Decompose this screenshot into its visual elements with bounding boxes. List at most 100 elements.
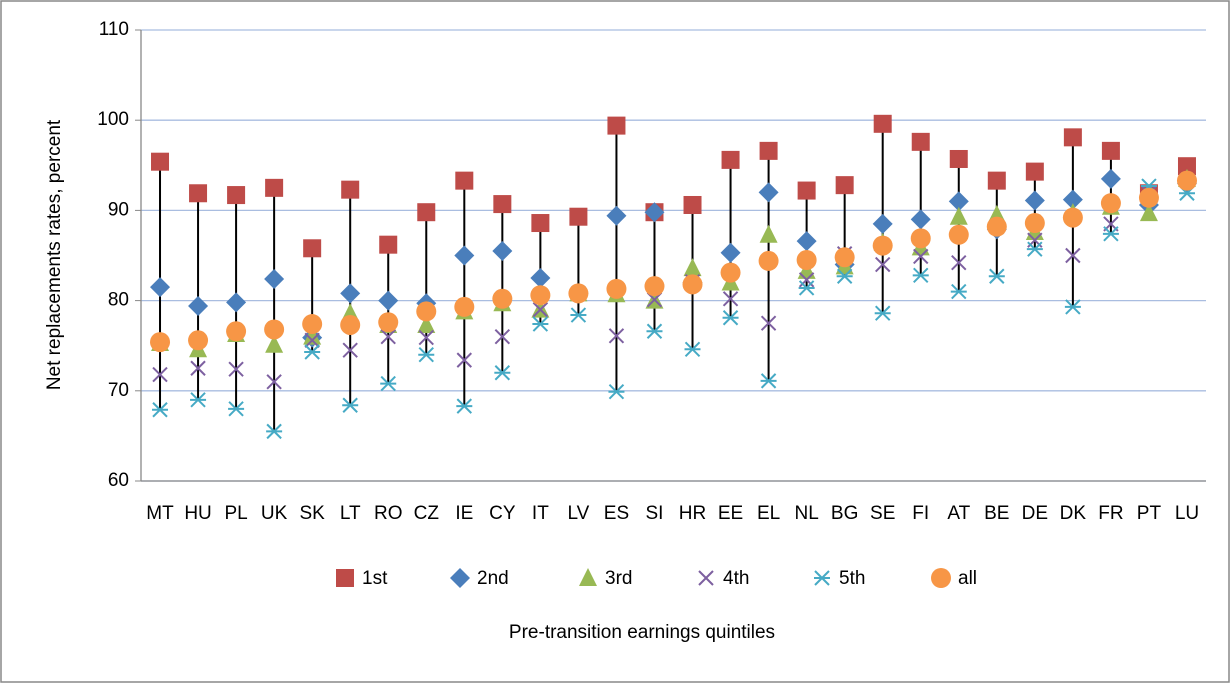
data-point <box>492 288 513 309</box>
data-point <box>606 278 627 299</box>
legend-label: all <box>958 568 977 589</box>
data-point <box>1062 189 1083 210</box>
data-point <box>228 401 245 417</box>
data-point <box>758 182 779 203</box>
data-point <box>456 398 473 414</box>
legend-marker <box>579 568 597 586</box>
data-point <box>836 268 853 284</box>
x-tick-label: FI <box>912 503 929 524</box>
legend-marker <box>450 568 470 588</box>
data-point <box>340 283 361 304</box>
data-point <box>1102 226 1119 242</box>
data-point <box>1024 213 1045 234</box>
x-tick-label: EL <box>757 503 780 524</box>
data-point <box>264 319 285 340</box>
x-tick-label: BG <box>831 503 858 524</box>
data-point <box>1025 162 1044 181</box>
marker-stroke <box>266 374 282 390</box>
data-point <box>988 268 1005 284</box>
data-point <box>152 366 168 383</box>
data-point <box>493 195 512 214</box>
data-point <box>494 328 511 345</box>
data-point <box>570 307 587 323</box>
marker-stroke <box>951 255 967 271</box>
data-point <box>720 262 741 283</box>
data-point <box>606 205 627 226</box>
marker-stroke <box>456 352 473 368</box>
data-point <box>874 256 891 273</box>
data-point <box>418 347 435 363</box>
legend-marker <box>814 570 830 586</box>
data-point <box>531 214 550 233</box>
x-tick-label: PT <box>1137 503 1162 524</box>
data-point <box>913 248 929 265</box>
x-tick-label: NL <box>794 503 818 524</box>
data-point <box>266 374 282 390</box>
marker-stroke <box>152 366 168 383</box>
data-point <box>380 375 397 392</box>
data-point <box>492 240 513 261</box>
data-point <box>341 180 360 199</box>
x-tick-label: SI <box>646 503 664 524</box>
data-point <box>721 150 740 169</box>
marker-stroke <box>608 328 625 344</box>
data-point <box>682 274 703 295</box>
data-point <box>951 255 967 271</box>
x-tick-label: LV <box>567 503 589 524</box>
data-point <box>759 224 778 243</box>
data-point <box>834 247 855 268</box>
data-point <box>835 176 854 195</box>
x-tick-label: ES <box>604 503 629 524</box>
data-point <box>569 207 588 226</box>
y-tick-label: 80 <box>108 290 129 311</box>
data-point <box>720 242 741 263</box>
data-point <box>190 360 206 376</box>
x-tick-label: FR <box>1098 503 1123 524</box>
data-point <box>342 397 359 413</box>
data-point <box>910 228 931 249</box>
data-point <box>417 314 436 333</box>
data-point <box>987 171 1006 190</box>
x-tick-label: SK <box>299 503 325 524</box>
y-tick-label: 70 <box>108 380 129 401</box>
data-point <box>532 316 549 332</box>
data-point <box>760 315 777 331</box>
data-point <box>266 423 283 440</box>
data-point <box>188 296 209 317</box>
data-point <box>1026 241 1043 257</box>
data-point <box>378 290 399 311</box>
data-point <box>568 283 589 304</box>
x-tick-label: LT <box>340 503 361 524</box>
data-point <box>872 235 893 256</box>
data-point <box>1063 128 1082 147</box>
data-point <box>152 402 169 418</box>
x-tick-label: UK <box>261 503 288 524</box>
x-tick-label: CY <box>489 503 516 524</box>
data-point <box>912 267 929 284</box>
data-point <box>758 250 779 271</box>
data-point <box>949 206 968 225</box>
data-point <box>759 141 778 160</box>
y-tick-label: 90 <box>108 199 129 220</box>
data-point <box>798 280 815 296</box>
data-point <box>646 323 663 339</box>
marker-stroke <box>698 570 714 586</box>
x-tick-label: HR <box>679 503 706 524</box>
data-point <box>189 184 208 203</box>
data-point <box>1062 207 1083 228</box>
x-tick-label: CZ <box>414 503 440 524</box>
data-point <box>455 171 474 190</box>
data-point <box>380 328 396 345</box>
data-point <box>226 321 247 342</box>
marker-stroke <box>380 328 396 345</box>
data-point <box>607 116 626 135</box>
x-tick-label: BE <box>984 503 1009 524</box>
data-point <box>454 296 475 317</box>
legend-marker <box>931 568 951 588</box>
marker-stroke <box>760 315 777 331</box>
x-tick-label: HU <box>184 503 211 524</box>
data-point <box>265 334 284 353</box>
data-point <box>150 277 171 298</box>
